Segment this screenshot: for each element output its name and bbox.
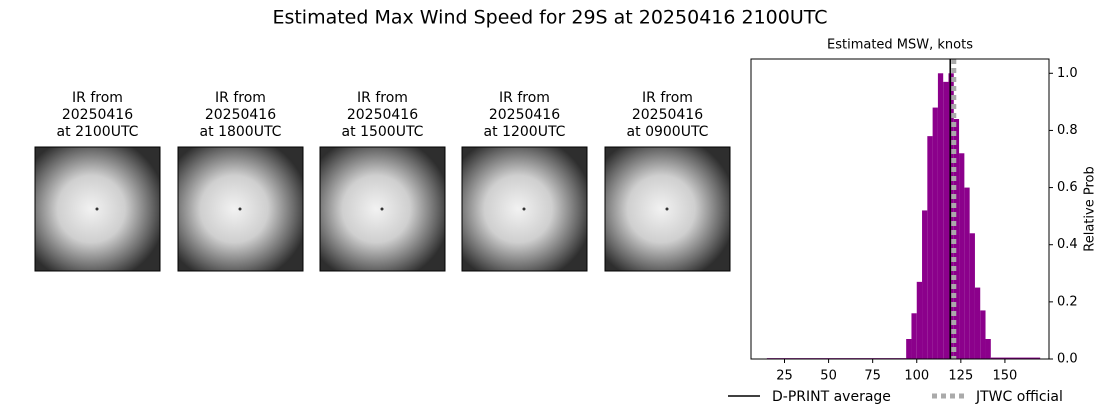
y-tick-label: 0.2 — [1057, 294, 1078, 309]
panel-caption: at 1200UTC — [484, 124, 566, 140]
storm-eye — [380, 207, 384, 211]
x-tick-label: 75 — [864, 369, 881, 384]
storm-eye — [95, 207, 99, 211]
panel-caption: at 1500UTC — [342, 124, 424, 140]
panel-caption: 20250416 — [347, 107, 418, 123]
bar — [927, 136, 933, 359]
panel-caption: 20250416 — [489, 107, 560, 123]
y-tick-label: 0.8 — [1057, 123, 1078, 138]
y-tick-label: 1.0 — [1057, 66, 1078, 81]
y-tick-label: 0.6 — [1057, 180, 1078, 195]
bar — [922, 210, 928, 359]
panel-caption: IR from — [642, 90, 693, 106]
x-tick-label: 125 — [948, 369, 973, 384]
panel-caption: at 2100UTC — [57, 124, 139, 140]
panel-caption: at 0900UTC — [627, 124, 709, 140]
panel-caption: 20250416 — [632, 107, 703, 123]
legend-label: JTWC official — [975, 389, 1063, 405]
bar — [959, 153, 965, 359]
bar — [985, 339, 991, 359]
bar — [974, 287, 981, 359]
y-axis-label: Relative Prob — [1083, 166, 1098, 251]
panel-caption: IR from — [357, 90, 408, 106]
y-tick-label: 0.4 — [1057, 237, 1078, 252]
panel-caption: IR from — [499, 90, 550, 106]
bar — [932, 107, 938, 359]
bar — [953, 119, 960, 359]
bar — [937, 73, 944, 360]
storm-eye — [238, 207, 242, 211]
chart-title: Estimated MSW, knots — [827, 38, 973, 53]
panel-caption: 20250416 — [62, 107, 133, 123]
bar — [906, 339, 912, 359]
x-tick-label: 25 — [776, 369, 793, 384]
panel-caption: 20250416 — [205, 107, 276, 123]
storm-eye — [665, 207, 669, 211]
bar — [990, 357, 1041, 359]
figure-title: Estimated Max Wind Speed for 29S at 2025… — [272, 7, 827, 29]
bar — [911, 313, 917, 359]
bar — [943, 81, 949, 359]
x-tick-label: 150 — [993, 369, 1018, 384]
bar — [916, 281, 923, 359]
x-tick-label: 100 — [904, 369, 929, 384]
legend-label: D-PRINT average — [772, 389, 891, 405]
bar — [980, 310, 986, 359]
storm-eye — [522, 207, 526, 211]
panel-caption: IR from — [72, 90, 123, 106]
bar — [948, 73, 954, 360]
panel-caption: IR from — [215, 90, 266, 106]
bar — [964, 187, 970, 359]
axes-frame — [750, 58, 1050, 360]
bar — [969, 233, 975, 359]
x-tick-label: 50 — [820, 369, 837, 384]
y-tick-label: 0.0 — [1057, 352, 1078, 367]
panel-caption: at 1800UTC — [200, 124, 282, 140]
